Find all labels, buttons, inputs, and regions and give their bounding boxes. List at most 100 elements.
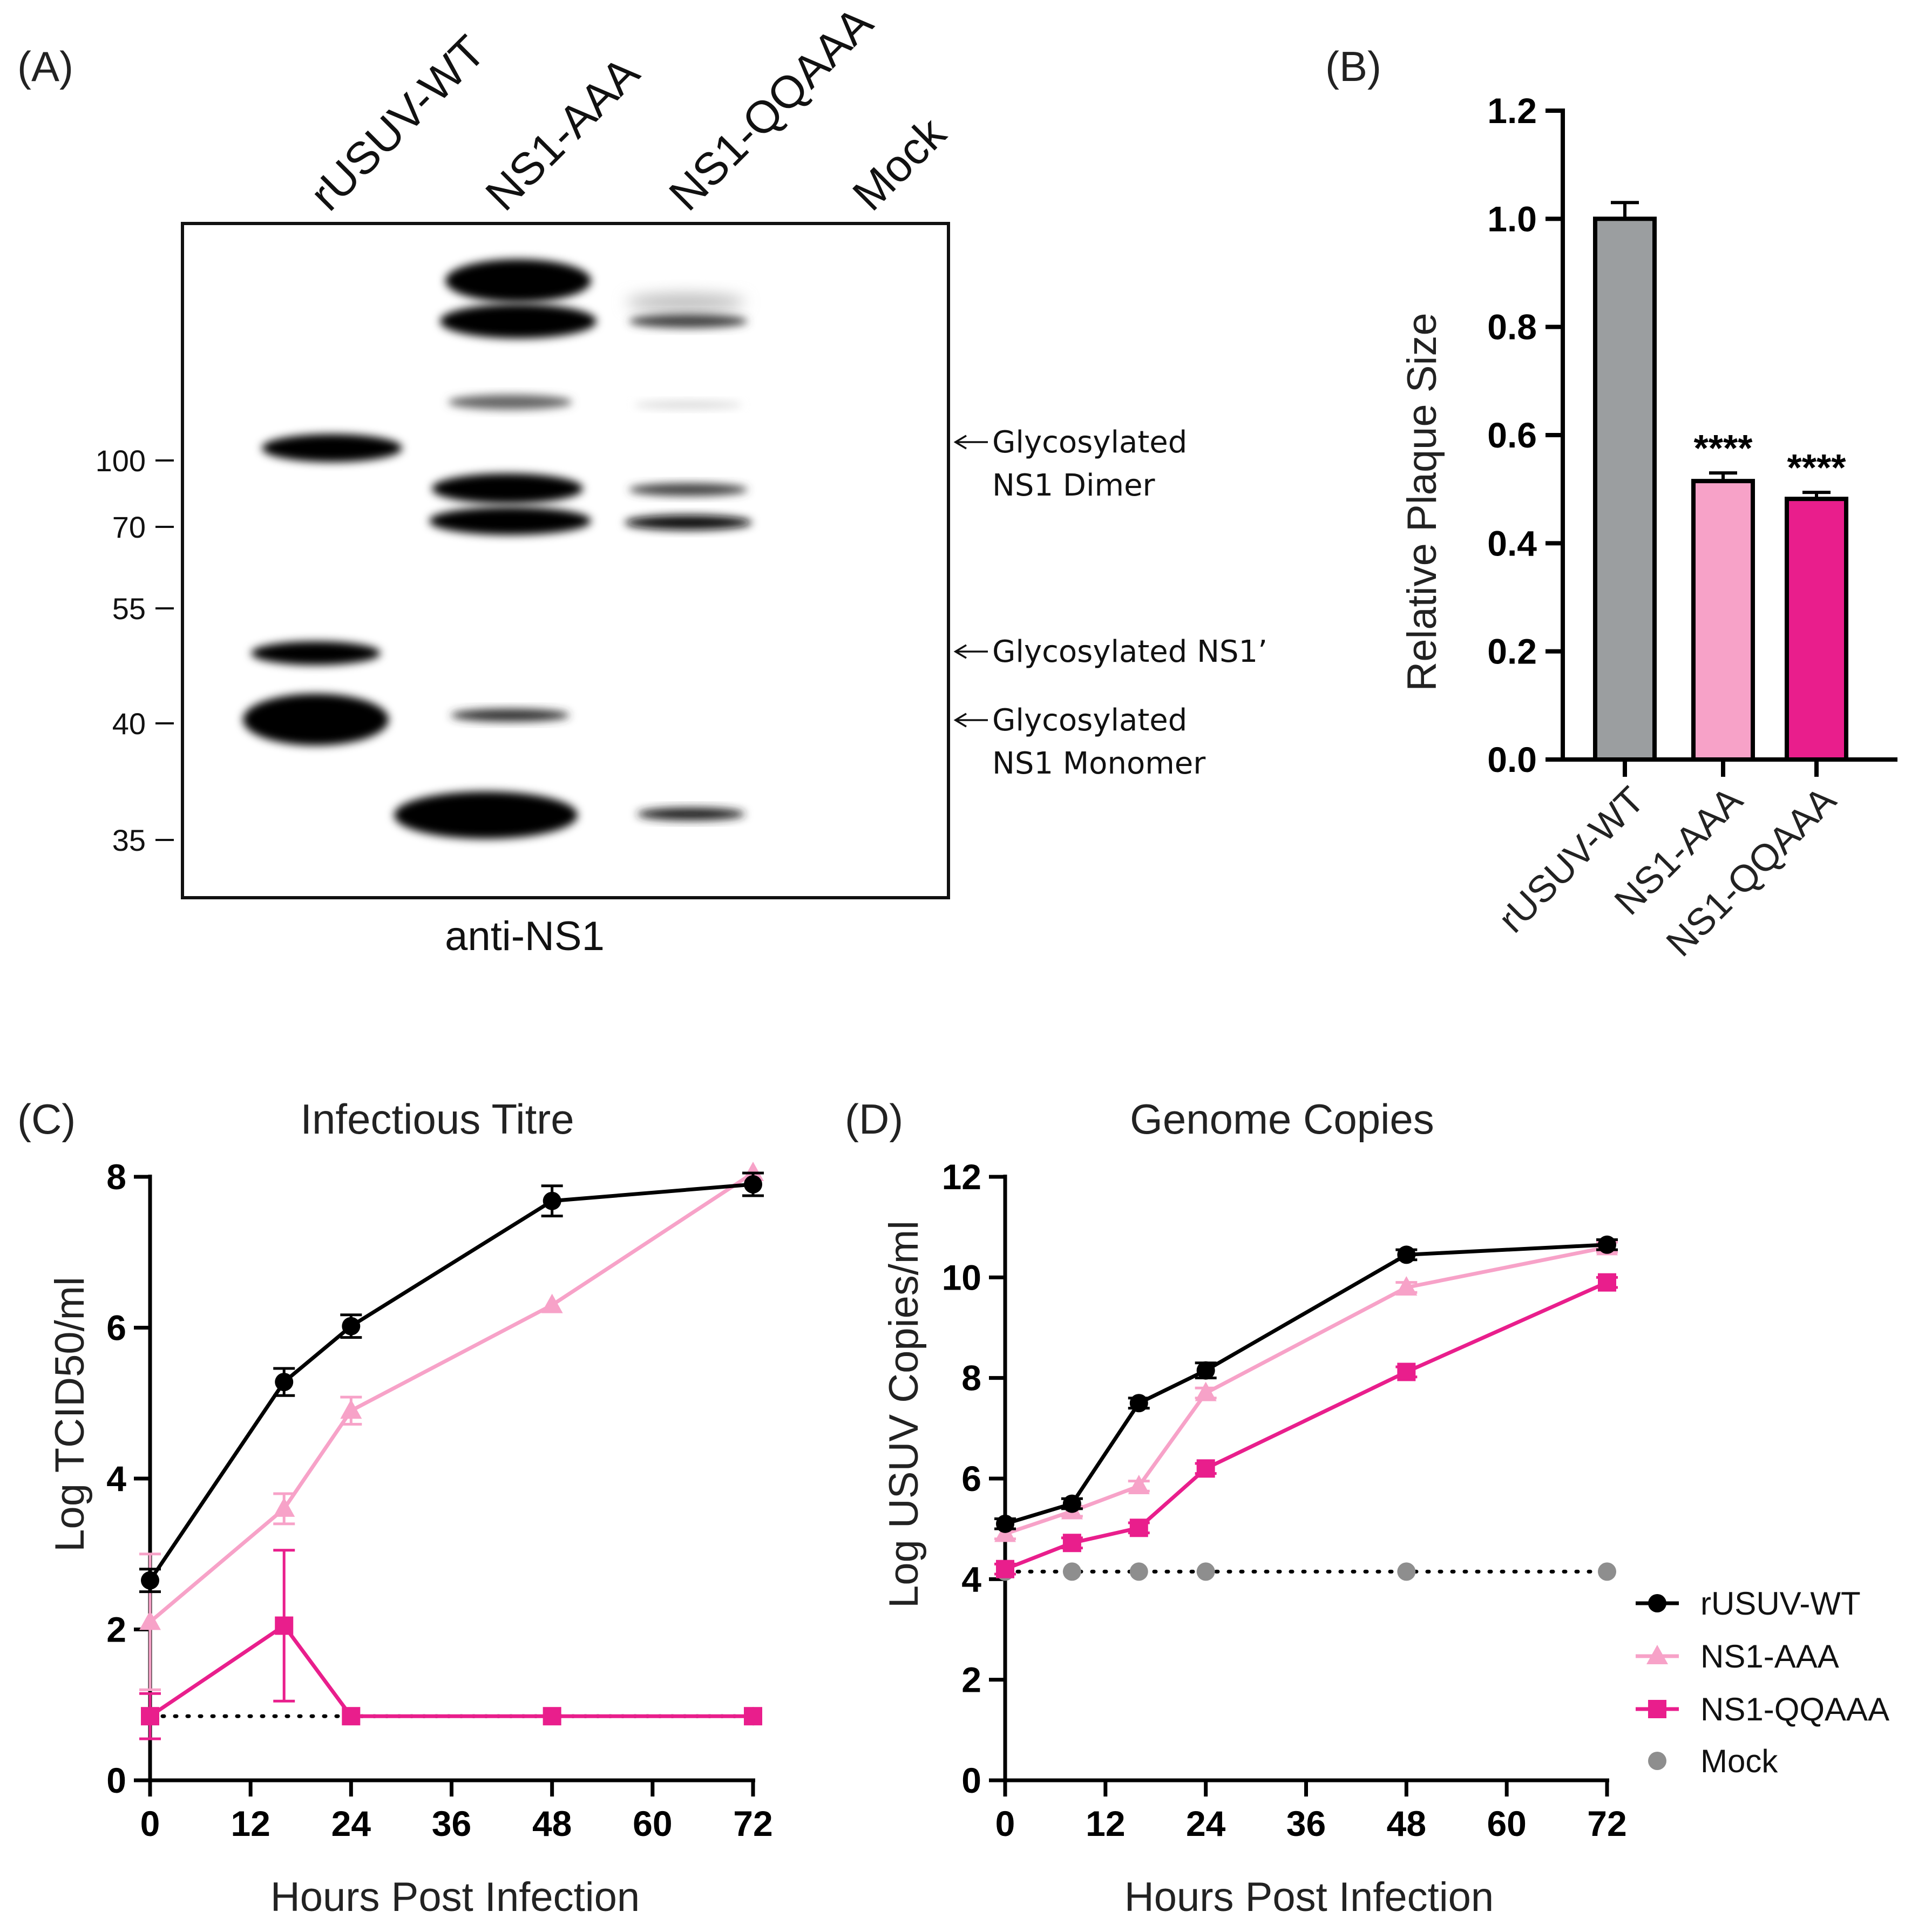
annotation-monomer-line1: Glycosylated xyxy=(992,703,1187,738)
b-y-tick-label: 0.0 xyxy=(1487,740,1537,779)
marker-triangle xyxy=(1128,1474,1150,1494)
d-x-tick-label: 24 xyxy=(1186,1804,1226,1843)
marker-triangle xyxy=(1646,1645,1668,1664)
legend-item-NS1-AAA: NS1-AAA xyxy=(1636,1638,1839,1675)
legend-item-Mock: Mock xyxy=(1648,1743,1778,1779)
mw-35: 35 xyxy=(112,823,146,857)
legend-item-NS1-QQAAA: NS1-QQAAA xyxy=(1636,1691,1889,1727)
d-title: Genome Copies xyxy=(1130,1095,1434,1143)
c-x-tick-label: 36 xyxy=(432,1804,471,1843)
mw-markers: 100 70 55 40 35 xyxy=(96,444,174,857)
legend-label: NS1-QQAAA xyxy=(1700,1691,1889,1727)
marker-triangle xyxy=(340,1399,362,1419)
band-qqaaa-smear xyxy=(626,294,745,311)
marker-triangle xyxy=(139,1610,161,1630)
marker-triangle xyxy=(1195,1381,1217,1401)
b-significance: **** xyxy=(1787,446,1847,489)
d-x-tick-label: 0 xyxy=(995,1804,1015,1843)
marker-circle-mock xyxy=(1062,1562,1081,1581)
band-aaa-high xyxy=(440,304,597,338)
b-bars: **** **** xyxy=(1593,201,1848,762)
b-y-tick-label: 1.0 xyxy=(1487,199,1537,239)
lane-label-mock: Mock xyxy=(843,107,955,220)
d-series-NS1-QQAAA xyxy=(994,1273,1618,1578)
band-qqaaa-80 xyxy=(629,483,748,496)
mw-100: 100 xyxy=(96,444,146,478)
marker-square xyxy=(1062,1534,1081,1553)
d-x-tick-label: 72 xyxy=(1587,1804,1626,1843)
marker-circle xyxy=(1648,1594,1666,1612)
b-x-tick-label: rUSUV-WT xyxy=(1490,778,1652,940)
d-x-tick-label: 48 xyxy=(1387,1804,1426,1843)
marker-square xyxy=(996,1560,1014,1578)
band-wt-monomer xyxy=(243,694,389,745)
marker-circle xyxy=(1196,1361,1215,1380)
marker-circle-mock xyxy=(1397,1562,1416,1581)
b-y-tick-label: 1.2 xyxy=(1487,91,1537,131)
marker-circle xyxy=(141,1571,159,1590)
band-aaa-top xyxy=(445,259,591,302)
c-x-tick-label: 48 xyxy=(532,1804,572,1843)
annotation-ns1prime: Glycosylated NS1’ xyxy=(953,634,1267,669)
legend-label: NS1-AAA xyxy=(1700,1638,1839,1675)
marker-triangle xyxy=(742,1162,764,1182)
d-y-tick-label: 4 xyxy=(961,1559,981,1599)
marker-circle xyxy=(275,1373,294,1392)
d-y-axis-title: Log USUV Copies/ml xyxy=(881,1221,927,1608)
c-line-NS1-QQAAA xyxy=(148,1623,755,1718)
d-line-NS1-AAA xyxy=(1003,1245,1609,1536)
b-y-axis-title: Relative Plaque Size xyxy=(1399,313,1445,691)
d-y-tick-label: 8 xyxy=(961,1358,981,1398)
marker-square xyxy=(275,1616,294,1635)
b-significance: **** xyxy=(1694,427,1753,469)
d-line-rUSUV-WT xyxy=(1003,1243,1609,1526)
marker-circle xyxy=(1598,1235,1616,1254)
annotation-monomer-line2: NS1 Monomer xyxy=(992,746,1206,781)
c-y-tick-label: 6 xyxy=(106,1308,126,1348)
marker-circle-mock xyxy=(1129,1562,1148,1581)
c-series-NS1-AAA xyxy=(139,1162,764,1691)
marker-circle xyxy=(1129,1394,1148,1413)
mw-55: 55 xyxy=(112,592,146,626)
c-line-NS1-AAA xyxy=(148,1171,755,1624)
marker-circle xyxy=(744,1175,762,1194)
panel-a-label: (A) xyxy=(17,43,73,90)
c-y-axis-title: Log TCID50/ml xyxy=(47,1277,93,1552)
c-x-tick-label: 24 xyxy=(331,1804,371,1843)
d-y-tick-label: 10 xyxy=(942,1257,981,1297)
marker-circle xyxy=(543,1191,561,1210)
lane-label-aaa: NS1-AAA xyxy=(476,47,649,220)
marker-square xyxy=(1648,1700,1666,1718)
c-series-rUSUV-WT xyxy=(139,1171,764,1594)
panel-d-label: (D) xyxy=(845,1095,903,1143)
mw-40: 40 xyxy=(112,707,146,741)
legend-label: rUSUV-WT xyxy=(1700,1585,1861,1622)
marker-circle xyxy=(1062,1494,1081,1513)
c-x-axis-title: Hours Post Infection xyxy=(270,1874,640,1920)
b-y-tick-label: 0.4 xyxy=(1487,523,1537,563)
d-series-Mock xyxy=(996,1562,1616,1581)
marker-square xyxy=(1598,1273,1616,1292)
band-qqaaa-70 xyxy=(625,515,752,530)
marker-square xyxy=(141,1707,159,1726)
b-bar xyxy=(1785,497,1848,762)
c-x-tick-label: 72 xyxy=(733,1804,772,1843)
c-y-tick-label: 4 xyxy=(106,1459,126,1499)
band-qqaaa-mid xyxy=(634,401,742,409)
annotation-dimer: Glycosylated NS1 Dimer xyxy=(953,425,1187,503)
b-bar xyxy=(1593,216,1657,762)
band-annotations: Glycosylated NS1 Dimer Glycosylated NS1’… xyxy=(953,425,1267,781)
b-y-tick-label: 0.2 xyxy=(1487,632,1537,672)
panel-b: (B) Relative Plaque Size 0.0 0.2 0.4 0.6 0.8… xyxy=(1325,43,1897,964)
d-x-tick-label: 12 xyxy=(1086,1804,1125,1843)
band-aaa-35 xyxy=(394,791,578,839)
marker-circle-mock xyxy=(1648,1752,1666,1770)
panel-b-label: (B) xyxy=(1325,43,1381,90)
legend-label: Mock xyxy=(1700,1743,1778,1779)
blot-caption: anti-NS1 xyxy=(445,913,605,959)
band-qqaaa-high xyxy=(629,314,748,328)
mw-70: 70 xyxy=(112,510,146,544)
b-y-ticks: 0.0 0.2 0.4 0.6 0.8 1.0 1.2 xyxy=(1487,91,1563,779)
